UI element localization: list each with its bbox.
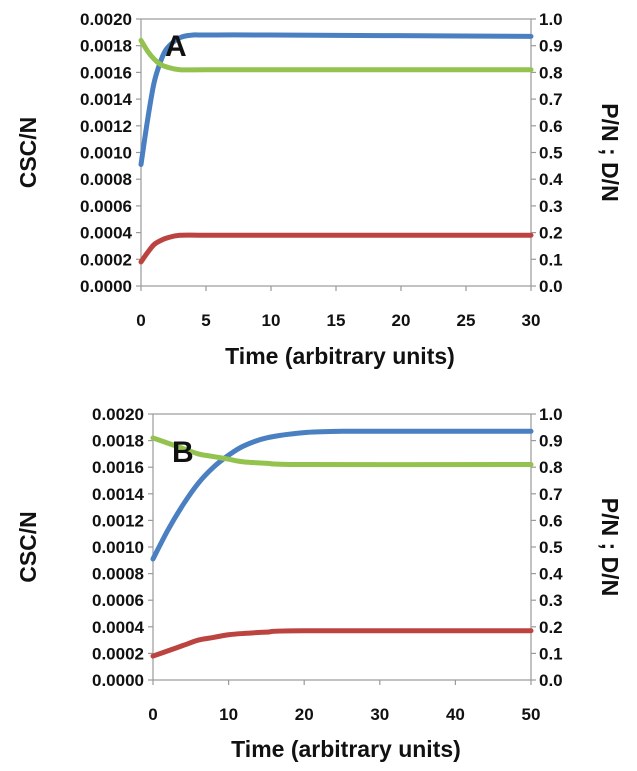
left-y-axis-title: CSC/N [15,117,41,189]
left-y-tick-label: 0.0002 [92,644,144,663]
right-y-axis-title: P/N ; D/N [597,498,623,596]
x-axis-title: Time (arbitrary units) [225,343,455,369]
left-y-tick-label: 0.0018 [80,37,132,56]
right-y-tick-label: 0.3 [539,197,563,216]
right-y-tick-label: 1.0 [539,10,563,29]
x-tick-label: 0 [136,311,145,330]
right-y-tick-label: 0.9 [539,432,563,451]
x-tick-label: 0 [148,705,157,724]
chart-panel-a: 0.00000.00020.00040.00060.00080.00100.00… [15,10,623,369]
left-y-tick-label: 0.0010 [80,144,132,163]
left-y-tick-label: 0.0012 [80,117,132,136]
left-y-tick-label: 0.0002 [80,250,132,269]
left-y-tick-label: 0.0008 [80,170,132,189]
x-tick-label: 30 [522,311,541,330]
right-y-tick-label: 0.8 [539,63,563,82]
x-tick-label: 20 [295,705,314,724]
series-line-blue [138,32,534,168]
right-y-axis-title: P/N ; D/N [597,103,623,201]
right-y-tick-label: 0.6 [539,117,563,136]
x-tick-label: 5 [201,311,210,330]
right-y-tick-label: 0.2 [539,618,563,637]
panel-label: B [172,436,194,469]
left-y-tick-label: 0.0000 [92,671,144,690]
panel-label: A [165,30,187,63]
x-tick-label: 40 [446,705,465,724]
plot-area-frame [140,18,532,287]
right-y-tick-label: 0.3 [539,591,563,610]
series-line-red [138,232,534,265]
right-y-tick-label: 1.0 [539,405,563,424]
x-tick-label: 30 [370,705,389,724]
left-y-tick-label: 0.0004 [92,618,145,637]
chart-panel-b: 0.00000.00020.00040.00060.00080.00100.00… [15,405,623,762]
right-y-tick-label: 0.4 [539,170,563,189]
right-y-tick-label: 0.1 [539,644,563,663]
right-y-tick-label: 0.4 [539,565,563,584]
right-y-tick-label: 0.6 [539,511,563,530]
left-y-tick-label: 0.0014 [92,485,145,504]
right-y-tick-label: 0.5 [539,538,563,557]
left-y-tick-label: 0.0012 [92,511,144,530]
left-y-tick-label: 0.0018 [92,432,144,451]
right-y-tick-label: 0.5 [539,144,563,163]
x-tick-label: 25 [457,311,476,330]
right-y-tick-label: 0.7 [539,485,563,504]
x-axis-title: Time (arbitrary units) [231,736,461,762]
x-tick-label: 20 [392,311,411,330]
left-y-tick-label: 0.0008 [92,565,144,584]
right-y-tick-label: 0.0 [539,277,563,296]
x-tick-label: 50 [522,705,541,724]
left-y-tick-label: 0.0016 [92,458,144,477]
left-y-tick-label: 0.0004 [80,224,133,243]
left-y-tick-label: 0.0020 [92,405,144,424]
left-y-tick-label: 0.0016 [80,63,132,82]
x-tick-label: 15 [327,311,346,330]
left-y-tick-label: 0.0006 [80,197,132,216]
series-line-red [150,628,534,659]
x-tick-label: 10 [262,311,281,330]
right-y-tick-label: 0.2 [539,224,563,243]
right-y-tick-label: 0.7 [539,90,563,109]
left-y-tick-label: 0.0006 [92,591,144,610]
series-line-blue [150,428,534,562]
left-y-tick-label: 0.0000 [80,277,132,296]
left-y-tick-label: 0.0020 [80,10,132,29]
series-line-green [138,37,534,73]
left-y-tick-label: 0.0014 [80,90,133,109]
left-y-tick-label: 0.0010 [92,538,144,557]
x-tick-label: 10 [219,705,238,724]
left-y-axis-title: CSC/N [15,511,41,583]
right-y-tick-label: 0.8 [539,458,563,477]
right-y-tick-label: 0.0 [539,671,563,690]
series-line-green [150,435,534,468]
right-y-tick-label: 0.1 [539,250,563,269]
right-y-tick-label: 0.9 [539,37,563,56]
